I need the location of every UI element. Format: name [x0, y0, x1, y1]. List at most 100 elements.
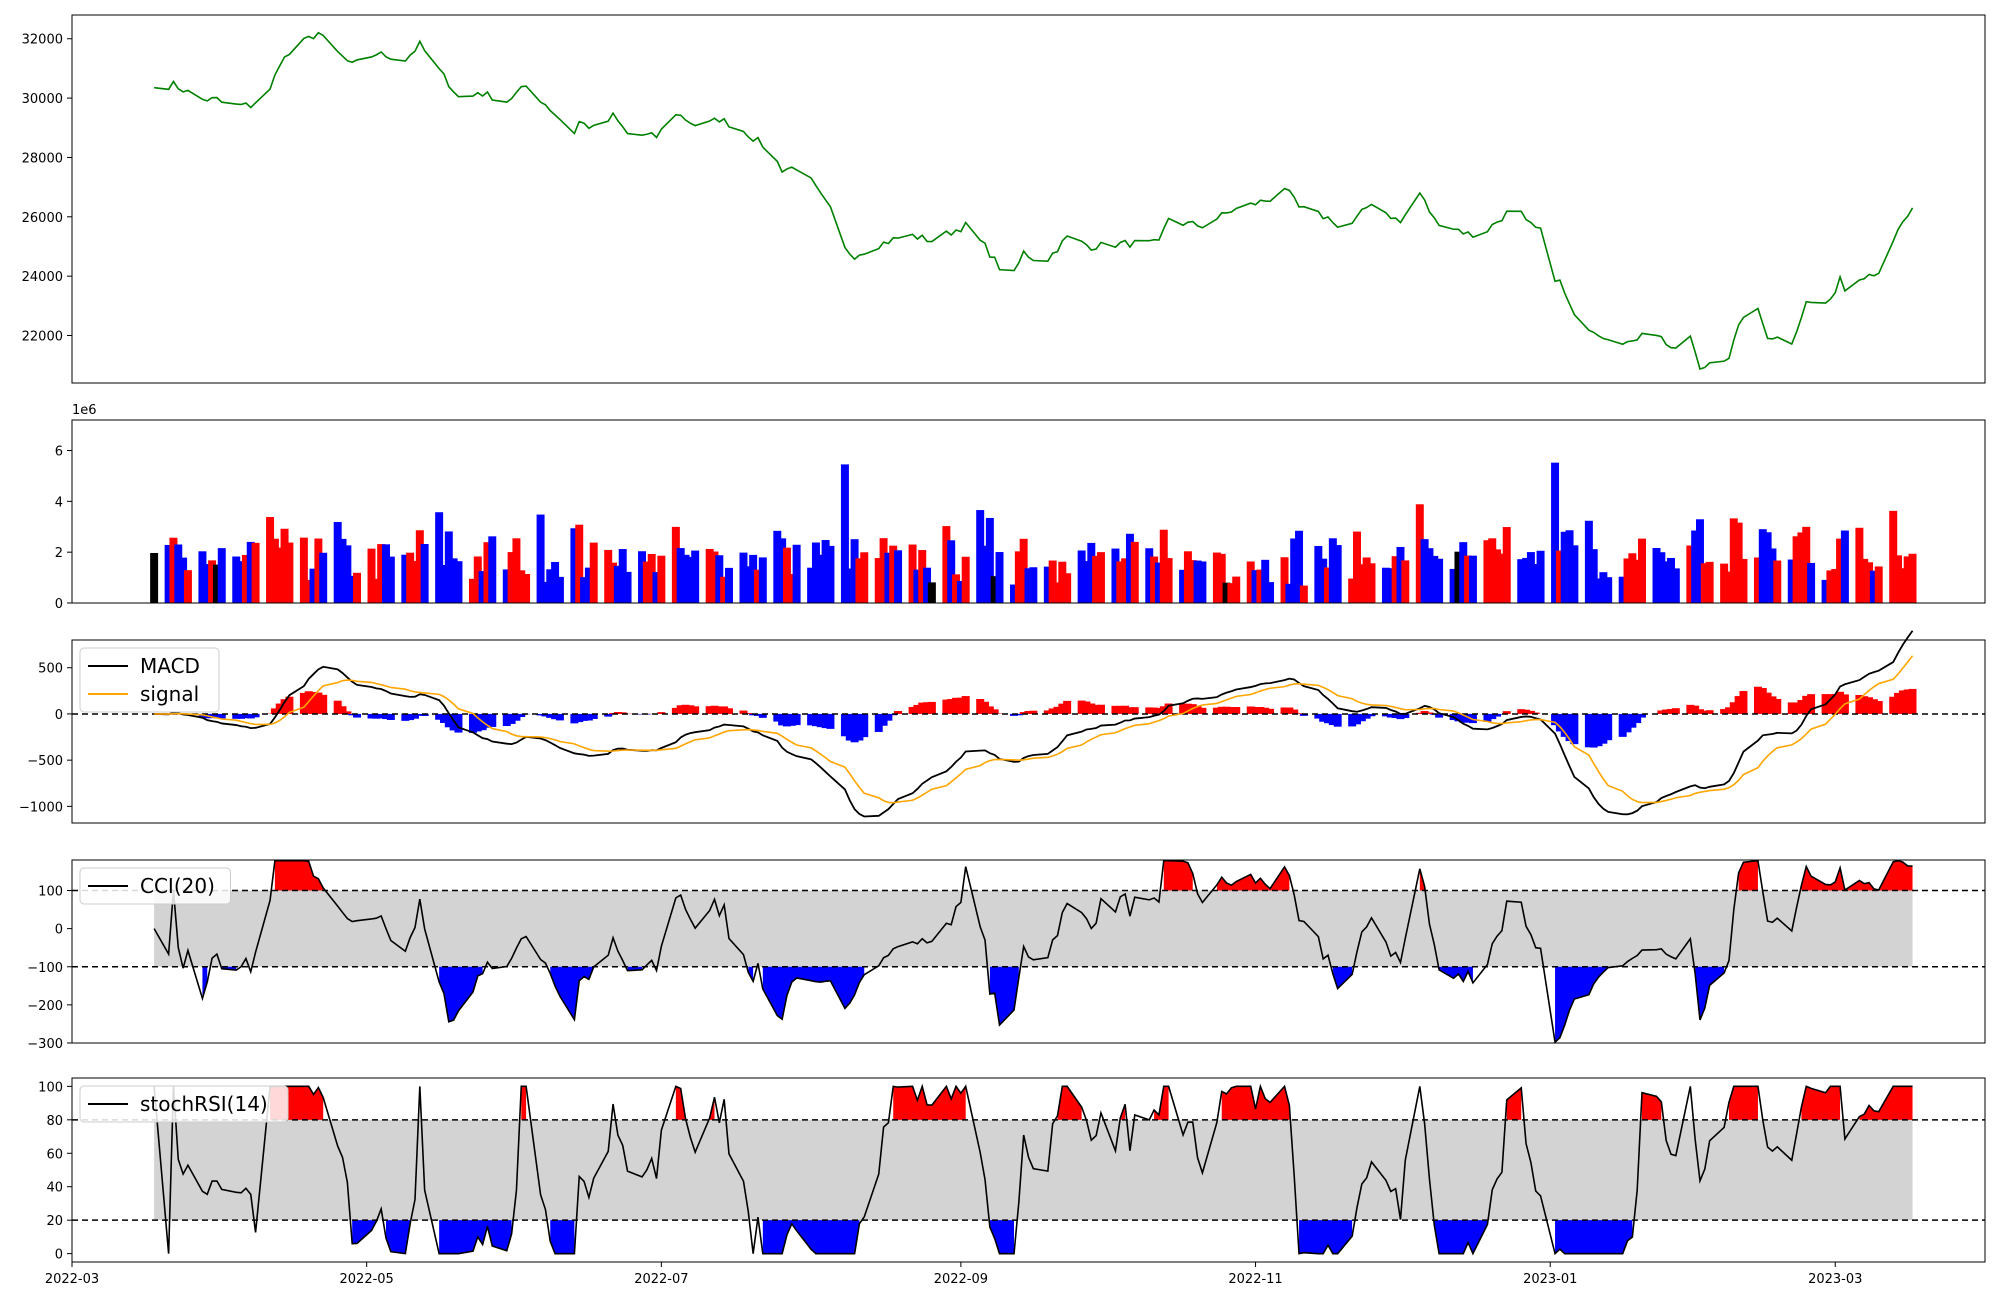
macd-histogram-bar [908, 706, 917, 714]
macd-histogram-bar [1082, 701, 1091, 714]
volume-bar [1724, 571, 1733, 603]
volume-bar [947, 540, 956, 603]
volume-bar [1232, 576, 1241, 603]
macd-histogram-bar [1425, 712, 1434, 714]
volume-bar [773, 530, 782, 603]
volume-bar [372, 578, 381, 603]
macd-histogram-bar [338, 706, 347, 714]
macd-histogram-bar [657, 712, 666, 714]
volume-bar [1381, 567, 1390, 603]
volume-bar [1295, 530, 1304, 603]
macd-histogram-bar [1381, 713, 1390, 717]
volume-bar [1792, 536, 1801, 603]
volume-bar [522, 574, 531, 603]
volume-bar [1420, 539, 1429, 603]
cci-overbought-fill [173, 860, 1913, 891]
stochrsi-band [154, 1119, 1913, 1221]
macd-histogram-bar [1145, 707, 1154, 714]
volume-bar [710, 551, 719, 603]
macd-histogram-bar [1391, 713, 1400, 719]
price-ytick-label: 26000 [22, 211, 63, 226]
volume-bar [420, 543, 429, 603]
macd-histogram-bar [1324, 713, 1332, 724]
macd-histogram-bar [918, 702, 927, 714]
volume-bar [1019, 538, 1028, 603]
macd-histogram-bar [386, 713, 395, 720]
volume-bar [1179, 569, 1188, 603]
volume-bar [782, 547, 791, 603]
volume-bar [183, 570, 192, 603]
volume-bar [169, 537, 178, 603]
macd-histogram-bar [1739, 691, 1748, 714]
volume-bar [1130, 541, 1139, 603]
macd-histogram-bar [1111, 705, 1120, 714]
macd-histogram-bar [488, 713, 497, 727]
volume-bar [237, 561, 246, 603]
macd-legend [79, 647, 220, 713]
macd-histogram-bar [1802, 695, 1811, 714]
macd-histogram-bar [725, 708, 733, 714]
macd-histogram-bar [927, 701, 936, 714]
macd-histogram-bar [855, 713, 864, 741]
volume-bar [618, 549, 627, 603]
macd-histogram-bar [1362, 713, 1371, 719]
volume-bar [1362, 557, 1371, 603]
volume-bar [1125, 533, 1134, 603]
macd-histogram-bar [541, 713, 550, 717]
volume-bar [1391, 556, 1400, 603]
macd-histogram-bar [778, 713, 787, 726]
volume-bar [1454, 551, 1463, 603]
macd-histogram-bar [232, 713, 241, 719]
volume-bar [367, 548, 376, 603]
volume-bar [1280, 557, 1289, 603]
volume-bar [604, 549, 613, 603]
volume-bar [1063, 573, 1072, 603]
volume-bar [1116, 561, 1125, 603]
macd-histogram-bar [1222, 706, 1231, 714]
volume-bar [280, 528, 289, 603]
volume-bar [208, 560, 217, 603]
macd-histogram-bar [1150, 707, 1159, 714]
macd-histogram-bar [1246, 706, 1255, 714]
volume-bar [1043, 566, 1052, 603]
macd-histogram-bar [1401, 713, 1410, 719]
volume-bar [609, 562, 618, 603]
macd-histogram-bar [314, 692, 323, 714]
volume-bar [1053, 582, 1062, 603]
macd-histogram-bar [1860, 696, 1869, 714]
volume-bar [1522, 557, 1531, 603]
macd-histogram-bar [1497, 713, 1506, 715]
volume-bar [575, 524, 584, 603]
volume-bar [1256, 569, 1265, 603]
volume-bar [686, 556, 695, 603]
macd-histogram-bar [1696, 709, 1704, 714]
macd-histogram-bar [1121, 705, 1130, 714]
macd-histogram-bar [551, 713, 560, 720]
macd-histogram-bar [1290, 709, 1299, 714]
macd-histogram-bar [1705, 710, 1714, 714]
volume-bar [1691, 530, 1700, 603]
volume-bar [1696, 519, 1704, 603]
macd-histogram-bar [990, 709, 999, 714]
macd-histogram-bar [406, 713, 415, 721]
macd-histogram-bar [1415, 712, 1424, 714]
volume-bar [990, 576, 999, 603]
volume-bar [811, 542, 820, 603]
volume-bar [174, 544, 183, 603]
volume-bar [1633, 559, 1642, 603]
volume-ytick-label: 4 [55, 495, 63, 510]
volume-bar [1720, 563, 1729, 603]
macd-ytick-label: 0 [55, 708, 63, 723]
macd-histogram-bar [985, 706, 994, 714]
macd-histogram-bar [981, 701, 990, 714]
volume-bar [507, 552, 516, 603]
cci-ytick-label: −200 [27, 999, 63, 1014]
macd-histogram-bar [1058, 703, 1067, 714]
macd-histogram-bar [1720, 709, 1729, 714]
stochrsi-line [153, 1083, 1913, 1256]
macd-histogram-bar [1903, 689, 1912, 714]
macd-histogram-bar [739, 710, 748, 714]
volume-bar [353, 572, 361, 603]
volume-bar [241, 555, 250, 603]
volume-bar [1367, 563, 1376, 603]
